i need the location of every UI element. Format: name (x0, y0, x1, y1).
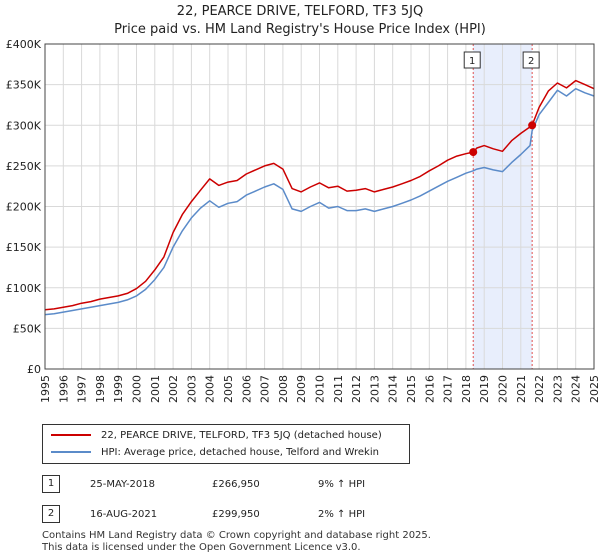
x-tick-label: 2000 (131, 375, 144, 403)
transaction-hpi-change: 9% ↑ HPI (318, 479, 366, 490)
y-tick-label: £250K (6, 160, 42, 173)
y-tick-label: £100K (6, 282, 42, 295)
x-tick-label: 1996 (57, 375, 70, 403)
x-tick-label: 2006 (240, 375, 253, 403)
legend: 22, PEARCE DRIVE, TELFORD, TF3 5JQ (deta… (42, 424, 410, 464)
x-tick-label: 2023 (551, 375, 564, 403)
x-tick-label: 2024 (570, 375, 583, 403)
x-tick-label: 2002 (167, 375, 180, 403)
x-tick-label: 2010 (314, 375, 327, 403)
x-tick-label: 2008 (277, 375, 290, 403)
y-tick-label: £350K (6, 79, 42, 92)
property-price-line (44, 79, 595, 311)
sale-label-text: 1 (469, 56, 475, 67)
transaction-marker: 1 (42, 475, 60, 493)
transaction-hpi-change: 2% ↑ HPI (318, 509, 366, 520)
sale-point (469, 148, 478, 157)
footer-licence: This data is licensed under the Open Gov… (42, 542, 361, 553)
x-tick-label: 2003 (185, 375, 198, 403)
transaction-price: £266,950 (212, 479, 260, 490)
x-tick-label: 2015 (405, 375, 418, 403)
transaction-price: £299,950 (212, 509, 260, 520)
footer-copyright: Contains HM Land Registry data © Crown c… (42, 530, 431, 541)
sale-label: 2 (522, 51, 540, 69)
sale-point (528, 121, 537, 130)
y-tick-label: £50K (13, 322, 42, 335)
x-tick-label: 2009 (295, 375, 308, 403)
legend-label-hpi: HPI: Average price, detached house, Telf… (101, 447, 379, 458)
x-tick-label: 2021 (515, 375, 528, 403)
x-tick-label: 2012 (350, 375, 363, 403)
x-tick-label: 2020 (497, 375, 510, 403)
sale-label: 1 (463, 51, 481, 69)
chart-subtitle: Price paid vs. HM Land Registry's House … (114, 22, 486, 37)
x-tick-label: 1999 (112, 375, 125, 403)
x-tick-label: 2004 (204, 375, 217, 403)
legend-label-property: 22, PEARCE DRIVE, TELFORD, TF3 5JQ (deta… (101, 430, 382, 441)
sale-label-text: 2 (528, 56, 534, 67)
y-tick-label: £0 (27, 363, 41, 376)
y-tick-label: £200K (6, 201, 42, 214)
x-tick-label: 2007 (259, 375, 272, 403)
x-tick-label: 2013 (368, 375, 381, 403)
chart-title: 22, PEARCE DRIVE, TELFORD, TF3 5JQ (176, 4, 424, 19)
x-tick-label: 2022 (533, 375, 546, 403)
x-tick-label: 2005 (222, 375, 235, 403)
hpi-line (44, 87, 595, 316)
y-tick-label: £300K (6, 119, 42, 132)
legend-item-property: 22, PEARCE DRIVE, TELFORD, TF3 5JQ (deta… (51, 428, 382, 444)
sale-label-box (463, 51, 481, 69)
y-tick-label: £150K (6, 241, 42, 254)
transaction-row: 2 16-AUG-2021 £299,950 2% ↑ HPI (42, 505, 562, 523)
legend-swatch-hpi (51, 451, 91, 453)
x-tick-label: 1995 (39, 375, 52, 403)
x-tick-label: 2019 (478, 375, 491, 403)
transaction-row: 1 25-MAY-2018 £266,950 9% ↑ HPI (42, 475, 562, 493)
legend-swatch-property (51, 434, 91, 436)
x-tick-label: 1998 (94, 375, 107, 403)
x-tick-label: 1997 (76, 375, 89, 403)
legend-item-hpi: HPI: Average price, detached house, Telf… (51, 445, 379, 461)
plot-border (44, 43, 595, 370)
footer: Contains HM Land Registry data © Crown c… (42, 530, 431, 554)
x-tick-label: 2014 (387, 375, 400, 403)
transaction-date: 25-MAY-2018 (90, 479, 156, 490)
x-tick-label: 2016 (423, 375, 436, 403)
sale-label-box (522, 51, 540, 69)
x-tick-label: 2025 (588, 375, 600, 403)
y-tick-label: £400K (6, 38, 42, 51)
x-tick-label: 2017 (442, 375, 455, 403)
transaction-marker: 2 (42, 505, 60, 523)
x-tick-label: 2001 (149, 375, 162, 403)
transaction-date: 16-AUG-2021 (90, 509, 158, 520)
x-tick-label: 2011 (332, 375, 345, 403)
price-chart: £0 £50K £100K £150K £200K £250K £300K £350K £400… (6, 38, 600, 403)
x-tick-label: 2018 (460, 375, 473, 403)
